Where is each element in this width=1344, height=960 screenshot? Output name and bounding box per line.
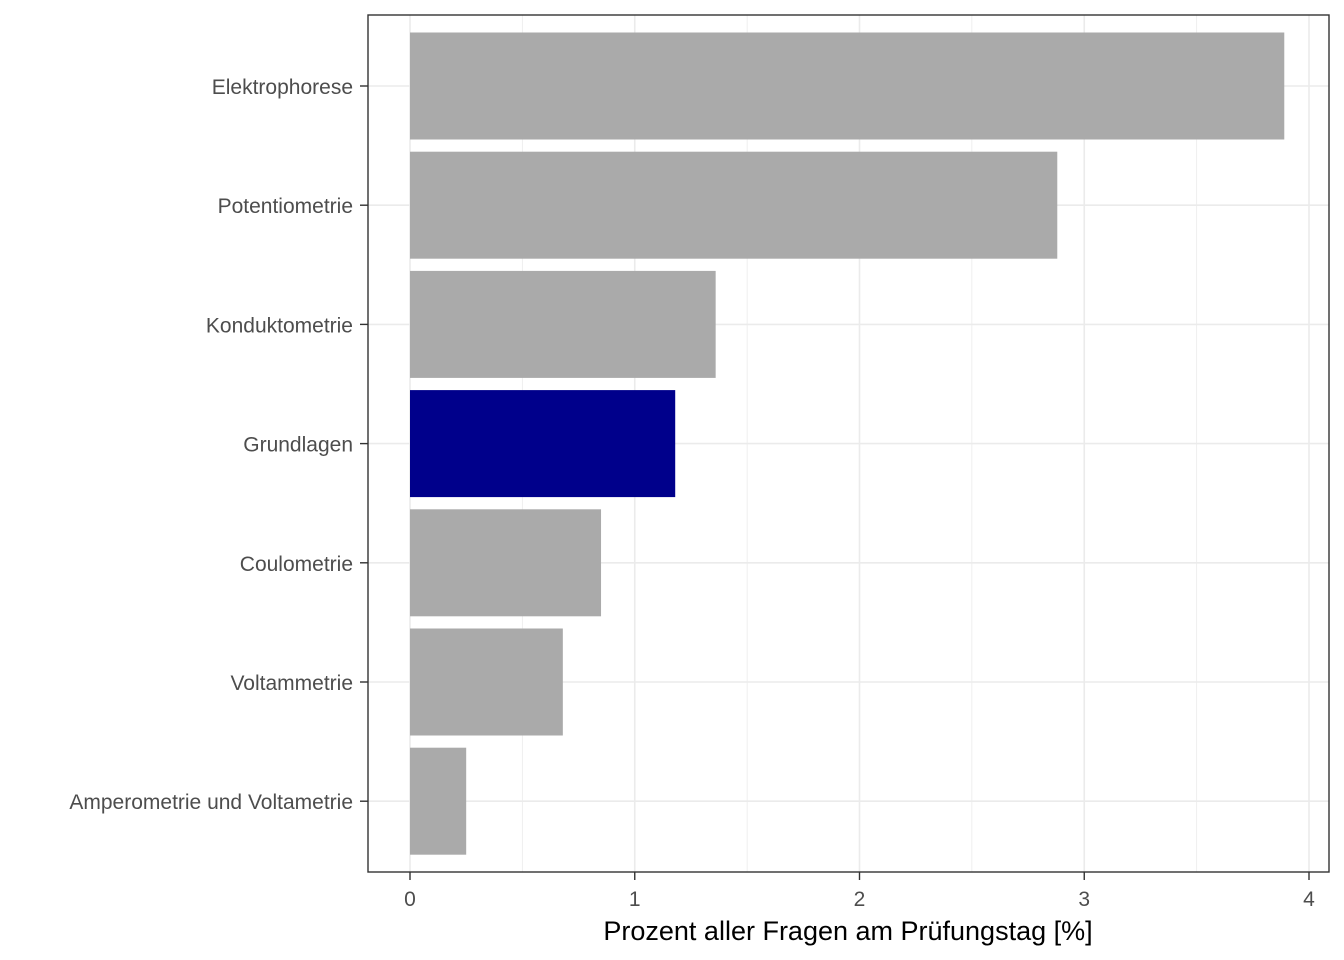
- bar-konduktometrie: [410, 270, 716, 378]
- bar-coulometrie: [410, 509, 602, 617]
- bar-potentiometrie: [410, 151, 1058, 259]
- y-tick-label: Elektrophorese: [212, 76, 353, 99]
- x-tick-label: 1: [629, 888, 641, 911]
- x-tick-label: 2: [854, 888, 866, 911]
- bar-grundlagen: [410, 390, 676, 498]
- y-tick-label: Coulometrie: [240, 553, 353, 576]
- y-tick-label: Potentiometrie: [218, 195, 353, 218]
- bar-amperometrie-und-voltametrie: [410, 747, 467, 855]
- x-axis-title: Prozent aller Fragen am Prüfungstag [%]: [603, 916, 1092, 946]
- x-tick-label: 4: [1303, 888, 1315, 911]
- x-tick-label: 3: [1078, 888, 1090, 911]
- y-tick-label: Voltammetrie: [230, 672, 353, 695]
- bar-voltammetrie: [410, 628, 563, 736]
- y-tick-label: Grundlagen: [243, 434, 353, 457]
- y-tick-label: Amperometrie und Voltametrie: [69, 791, 353, 814]
- x-tick-label: 0: [404, 888, 416, 911]
- x-axis: 0 1 2 3 4: [404, 872, 1315, 911]
- bars: [410, 32, 1285, 855]
- y-tick-label: Konduktometrie: [206, 314, 353, 337]
- y-axis: Elektrophorese Potentiometrie Konduktometr…: [69, 76, 368, 814]
- bar-elektrophorese: [410, 32, 1285, 140]
